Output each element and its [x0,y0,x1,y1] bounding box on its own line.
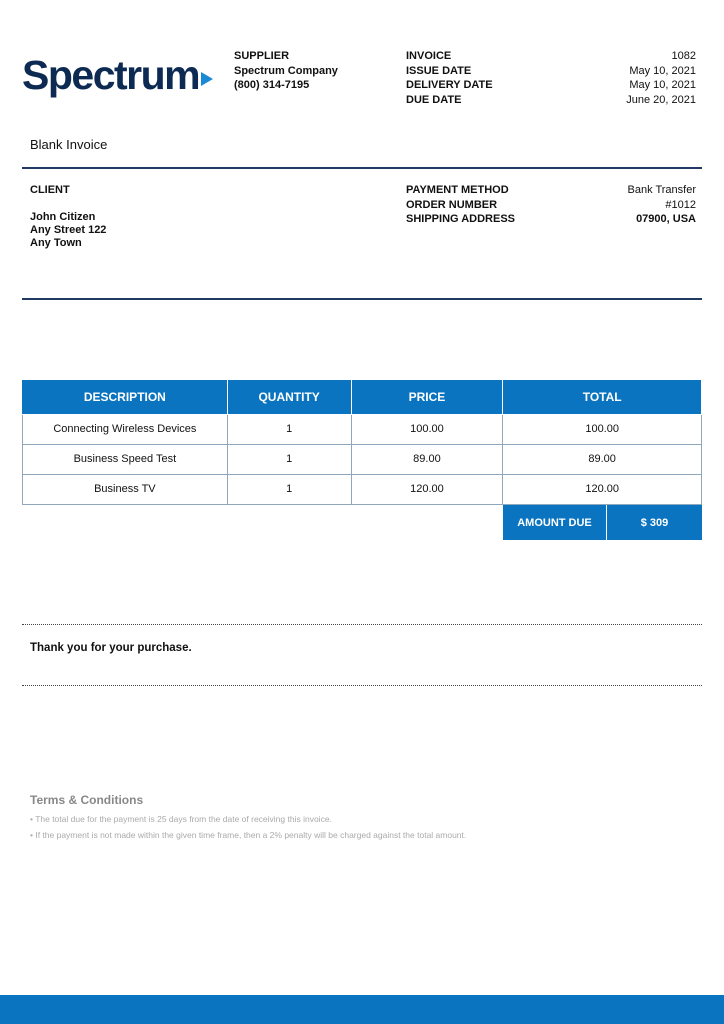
column-header: DESCRIPTION [22,380,228,415]
payment-method: Bank Transfer [627,184,696,196]
cell-quantity: 1 [226,443,352,475]
thank-you-note: Thank you for your purchase. [30,642,192,654]
terms-section: Terms & Conditions The total due for the… [30,793,466,843]
meta-label: INVOICE [406,50,452,62]
cell-description: Business TV [22,473,228,505]
delivery-date: May 10, 2021 [629,79,696,91]
client-label: CLIENT [30,184,70,196]
divider [22,167,702,169]
due-date: June 20, 2021 [626,93,696,106]
supplier-label: SUPPLIER [234,50,290,62]
supplier-name: Spectrum Company [234,64,338,77]
payment-label: ORDER NUMBER [406,198,498,211]
issue-date: May 10, 2021 [629,64,696,77]
invoice-number: 1082 [671,50,696,62]
payment-block: PAYMENT METHOD Bank Transfer ORDER NUMBER… [406,183,696,227]
shipping-address: 07900, USA [636,213,696,225]
play-arrow-icon [201,71,214,86]
logo-text: Spectrum [22,52,201,98]
divider [22,298,702,300]
cell-price: 120.00 [350,473,504,505]
terms-title: Terms & Conditions [30,793,144,807]
column-header: QUANTITY [226,380,352,415]
table-row: Business TV 1 120.00 120.00 [22,473,702,505]
cell-total: 100.00 [502,413,702,445]
meta-label: ISSUE DATE [406,64,472,77]
client-block: CLIENT John Citizen Any Street 122 Any T… [30,183,106,250]
dotted-divider [22,624,702,625]
line-items-table: DESCRIPTION QUANTITY PRICE TOTAL Connect… [22,380,702,505]
terms-item: The total due for the payment is 25 days… [30,811,466,827]
footer-bar [0,995,724,1024]
invoice-meta: INVOICE 1082 ISSUE DATE May 10, 2021 DELIV… [406,49,696,107]
amount-due-label: AMOUNT DUE [503,505,606,540]
order-number: #1012 [665,198,696,211]
supplier-phone: (800) 314-7195 [234,79,310,91]
supplier-block: SUPPLIER Spectrum Company (800) 314-7195 [234,49,338,93]
table-row: Business Speed Test 1 89.00 89.00 [22,443,702,475]
column-header: PRICE [350,380,504,415]
amount-due-value: $ 309 [607,505,702,540]
payment-label: SHIPPING ADDRESS [406,213,516,225]
client-street: Any Street 122 [30,223,107,236]
cell-price: 89.00 [350,443,504,475]
terms-item: If the payment is not made within the gi… [30,827,466,843]
column-header: TOTAL [502,380,702,415]
cell-total: 89.00 [502,443,702,475]
meta-label: DUE DATE [406,93,462,106]
spectrum-logo: Spectrum [22,52,214,99]
cell-description: Business Speed Test [22,443,228,475]
cell-description: Connecting Wireless Devices [22,413,228,445]
cell-price: 100.00 [350,413,504,445]
cell-quantity: 1 [226,413,352,445]
table-header-row: DESCRIPTION QUANTITY PRICE TOTAL [22,380,702,415]
cell-quantity: 1 [226,473,352,505]
payment-label: PAYMENT METHOD [406,184,509,196]
table-row: Connecting Wireless Devices 1 100.00 100.00 [22,413,702,445]
dotted-divider [22,685,702,686]
client-town: Any Town [30,236,82,249]
meta-label: DELIVERY DATE [406,79,493,91]
document-title: Blank Invoice [30,137,108,152]
cell-total: 120.00 [502,473,702,505]
client-name: John Citizen [30,210,96,223]
